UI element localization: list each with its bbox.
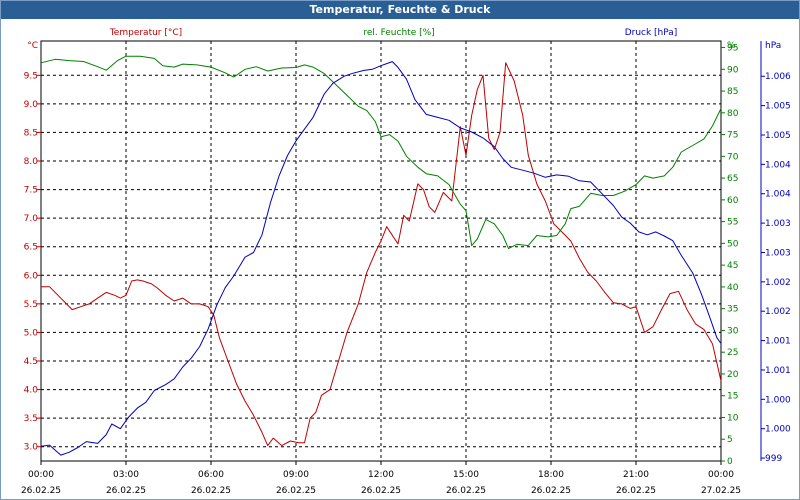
x-tick-time: 15:00 xyxy=(453,470,479,480)
humidity-tick-label: 45 xyxy=(727,261,738,271)
temperature-tick-label: 9.0 xyxy=(24,100,39,110)
humidity-axis-title: rel. Feuchte [%] xyxy=(363,28,434,38)
humidity-tick-label: 90 xyxy=(727,65,739,75)
x-tick-date: 26.02.25 xyxy=(531,486,571,496)
pressure-tick-label: 1.004 xyxy=(765,190,791,200)
window-title: Temperatur, Feuchte & Druck xyxy=(1,1,799,19)
humidity-tick-label: 80 xyxy=(727,109,739,119)
humidity-tick-label: 65 xyxy=(727,174,738,184)
humidity-tick-label: 95 xyxy=(727,44,738,54)
x-tick-date: 26.02.25 xyxy=(446,486,486,496)
pressure-tick-label: 1.000 xyxy=(765,395,791,405)
humidity-tick-label: 35 xyxy=(727,305,738,315)
x-tick-date: 26.02.25 xyxy=(361,486,401,496)
humidity-tick-label: 20 xyxy=(727,370,739,380)
humidity-tick-label: 60 xyxy=(727,196,739,206)
humidity-tick-label: 50 xyxy=(727,239,739,249)
humidity-series-line xyxy=(40,55,722,250)
pressure-tick-label: 999 xyxy=(765,454,782,464)
pressure-tick-label: 1.001 xyxy=(765,366,791,376)
x-tick-date: 26.02.25 xyxy=(616,486,656,496)
pressure-tick-label: 1.002 xyxy=(765,278,791,288)
humidity-tick-label: 30 xyxy=(727,326,739,336)
x-tick-time: 00:00 xyxy=(28,470,54,480)
temperature-tick-label: 6.0 xyxy=(24,271,39,281)
humidity-tick-label: 75 xyxy=(727,131,738,141)
pressure-tick-label: 1.006 xyxy=(765,72,791,82)
pressure-tick-label: 1.005 xyxy=(765,102,791,112)
humidity-tick-label: 25 xyxy=(727,348,738,358)
temperature-tick-label: 5.0 xyxy=(24,328,39,338)
temperature-tick-label: 7.0 xyxy=(24,214,39,224)
x-tick-time: 00:00 xyxy=(708,470,734,480)
humidity-tick-label: 10 xyxy=(727,413,739,423)
humidity-tick-label: 0 xyxy=(727,457,733,467)
humidity-tick-label: 5 xyxy=(727,435,733,445)
pressure-tick-label: 1.005 xyxy=(765,131,791,141)
x-tick-date: 27.02.25 xyxy=(701,486,741,496)
humidity-unit: % xyxy=(727,41,736,51)
temperature-tick-label: 7.5 xyxy=(24,186,38,196)
pressure-axis-title: Druck [hPa] xyxy=(625,28,678,38)
humidity-tick-label: 15 xyxy=(727,392,738,402)
temperature-tick-label: 5.5 xyxy=(24,300,38,310)
pressure-tick-label: 1.000 xyxy=(765,425,791,435)
pressure-tick-label: 1.004 xyxy=(765,160,791,170)
humidity-tick-label: 55 xyxy=(727,218,738,228)
temperature-axis-title: Temperatur [°C] xyxy=(109,28,182,38)
temperature-tick-label: 8.0 xyxy=(24,157,39,167)
temperature-series-line xyxy=(41,62,722,447)
x-tick-time: 18:00 xyxy=(538,470,564,480)
temperature-tick-label: 9.5 xyxy=(24,71,38,81)
x-tick-date: 26.02.25 xyxy=(21,486,61,496)
x-tick-time: 06:00 xyxy=(198,470,224,480)
x-tick-date: 26.02.25 xyxy=(191,486,231,496)
x-tick-time: 09:00 xyxy=(283,470,309,480)
pressure-unit: hPa xyxy=(765,41,781,51)
pressure-series-line xyxy=(40,61,722,456)
x-tick-time: 21:00 xyxy=(623,470,649,480)
humidity-tick-label: 40 xyxy=(727,283,739,293)
pressure-tick-label: 1.002 xyxy=(765,307,791,317)
x-tick-time: 12:00 xyxy=(368,470,394,480)
temperature-tick-label: 8.5 xyxy=(24,128,38,138)
temperature-tick-label: 3.5 xyxy=(24,414,38,424)
humidity-tick-label: 85 xyxy=(727,87,738,97)
temperature-tick-label: 3.0 xyxy=(24,443,39,453)
humidity-tick-label: 70 xyxy=(727,152,739,162)
x-tick-date: 26.02.25 xyxy=(106,486,146,496)
x-tick-date: 26.02.25 xyxy=(276,486,316,496)
temperature-tick-label: 6.5 xyxy=(24,243,38,253)
pressure-tick-label: 1.003 xyxy=(765,219,791,229)
temperature-unit: °C xyxy=(27,41,38,51)
temperature-tick-label: 4.5 xyxy=(24,357,38,367)
x-tick-time: 03:00 xyxy=(113,470,139,480)
pressure-tick-label: 1.001 xyxy=(765,337,791,347)
temperature-tick-label: 4.0 xyxy=(24,386,39,396)
pressure-tick-label: 1.003 xyxy=(765,248,791,258)
